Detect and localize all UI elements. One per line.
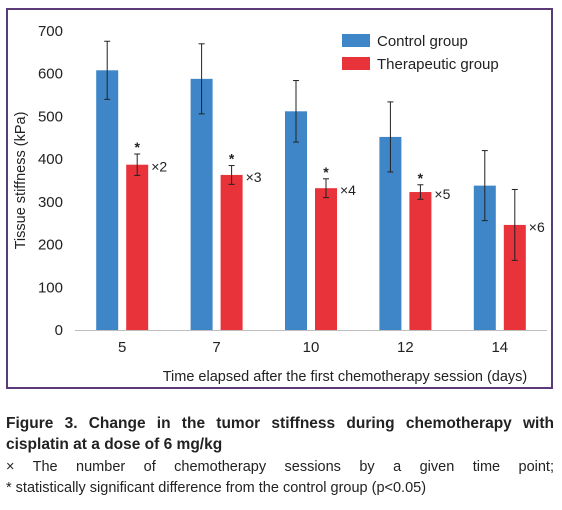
- bar-therapeutic: [315, 188, 337, 330]
- y-tick-label: 300: [38, 194, 63, 211]
- figure-caption-title: Figure 3. Change in the tumor stiffness …: [6, 415, 554, 453]
- y-tick-label: 400: [38, 151, 63, 168]
- bar-therapeutic: [126, 164, 149, 330]
- session-count-label: ×5: [434, 186, 450, 202]
- x-tick-label: 10: [303, 339, 320, 356]
- y-tick-label: 500: [38, 108, 63, 125]
- caption-note-line-1: × The number of chemotherapy sessions by…: [6, 459, 554, 475]
- legend-swatch: [342, 34, 370, 47]
- bar-control: [379, 136, 402, 330]
- legend-label: Control group: [377, 33, 468, 50]
- bar-chart: 0 100 200 300 400 500 600 700 Tissue stiffness (…: [13, 23, 547, 385]
- x-tick-label: 7: [212, 339, 220, 356]
- significance-marker: *: [134, 139, 140, 155]
- x-tick-label: 12: [397, 339, 414, 356]
- legend-label: Therapeutic group: [377, 56, 499, 73]
- y-tick-label: 100: [38, 279, 63, 296]
- significance-marker: *: [323, 164, 329, 180]
- y-tick-label: 700: [38, 23, 63, 40]
- figure-caption-note: × The number of chemotherapy sessions by…: [6, 457, 554, 499]
- session-count-label: ×2: [151, 159, 167, 175]
- bar-control: [473, 185, 496, 330]
- x-tick-label: 14: [491, 339, 508, 356]
- chart-frame: 0 100 200 300 400 500 600 700 Tissue stiffness (…: [6, 8, 553, 389]
- y-tick-label: 200: [38, 237, 63, 254]
- bar-therapeutic: [409, 192, 432, 330]
- session-count-label: ×3: [246, 169, 262, 185]
- session-count-label: ×4: [340, 182, 356, 198]
- bar-control: [190, 78, 213, 330]
- legend-swatch: [342, 57, 370, 70]
- y-tick-label: 0: [55, 322, 63, 339]
- significance-marker: *: [418, 170, 424, 186]
- bar-therapeutic: [220, 174, 243, 330]
- x-axis-title: Time elapsed after the first chemotherap…: [163, 369, 528, 385]
- y-axis-title: Tissue stiffness (kPa): [13, 112, 29, 250]
- bar-therapeutic: [503, 224, 526, 330]
- caption-note-line-2: * statistically significant difference f…: [6, 480, 427, 496]
- bar-control: [285, 111, 307, 330]
- x-tick-label: 5: [118, 339, 126, 356]
- y-tick-label: 600: [38, 66, 63, 83]
- significance-marker: *: [229, 151, 235, 167]
- session-count-label: ×6: [529, 219, 545, 235]
- bar-control: [96, 70, 119, 330]
